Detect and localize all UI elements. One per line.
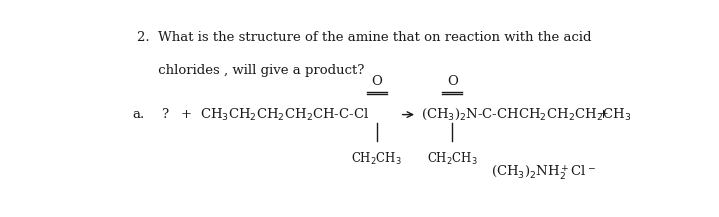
Text: CH$_2$CH$_3$: CH$_2$CH$_3$ — [351, 151, 402, 168]
Text: 2.  What is the structure of the amine that on reaction with the acid: 2. What is the structure of the amine th… — [137, 31, 592, 44]
Text: chlorides , will give a product?: chlorides , will give a product? — [137, 64, 365, 77]
Text: ?: ? — [160, 108, 168, 121]
Text: +: + — [598, 108, 609, 121]
Text: (CH$_3$)$_2$N-C-CHCH$_2$CH$_2$CH$_2$CH$_3$: (CH$_3$)$_2$N-C-CHCH$_2$CH$_2$CH$_2$CH$_… — [421, 107, 632, 122]
Text: O: O — [371, 75, 382, 88]
Text: +: + — [180, 108, 192, 121]
Text: a.: a. — [133, 108, 145, 121]
Text: (CH$_3$)$_2$NH$_2^+$Cl$^-$: (CH$_3$)$_2$NH$_2^+$Cl$^-$ — [491, 164, 596, 182]
Text: CH$_2$CH$_3$: CH$_2$CH$_3$ — [427, 151, 477, 168]
Text: CH$_3$CH$_2$CH$_2$CH$_2$CH-C-Cl: CH$_3$CH$_2$CH$_2$CH$_2$CH-C-Cl — [200, 107, 370, 123]
Text: O: O — [447, 75, 458, 88]
